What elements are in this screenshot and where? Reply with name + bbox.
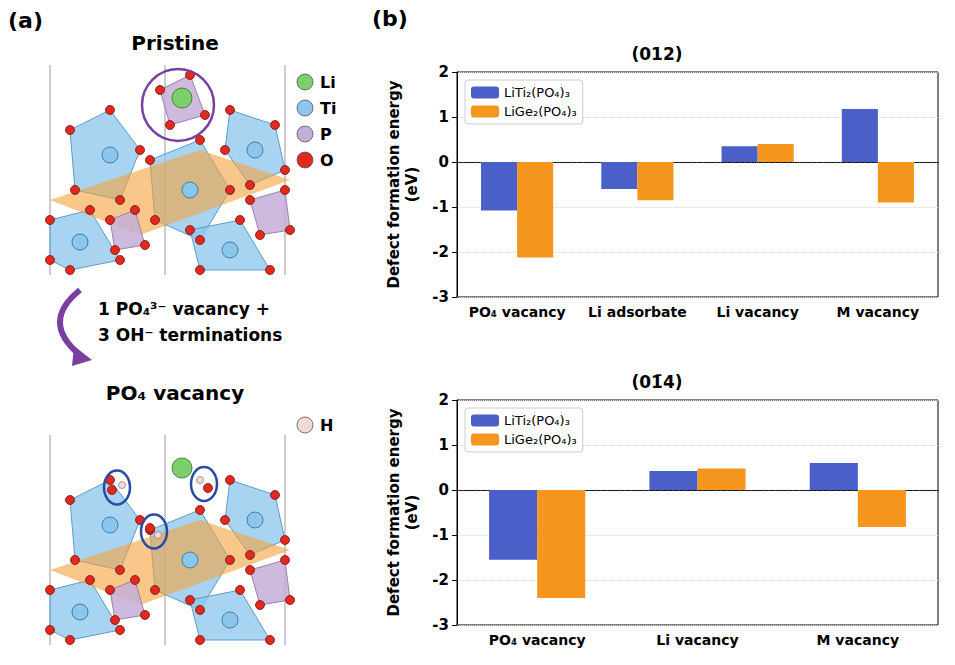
svg-text:O: O: [320, 151, 334, 170]
svg-text:2: 2: [439, 391, 449, 409]
svg-text:0: 0: [439, 153, 449, 171]
svg-text:M vacancy: M vacancy: [817, 632, 900, 648]
svg-text:PO₄ vacancy: PO₄ vacancy: [469, 304, 566, 320]
svg-text:Defect formation energy: Defect formation energy: [385, 408, 403, 616]
svg-text:-2: -2: [432, 571, 449, 589]
svg-text:(012): (012): [631, 44, 682, 64]
svg-text:Li vacancy: Li vacancy: [716, 304, 798, 320]
svg-text:(eV): (eV): [403, 167, 421, 203]
svg-text:(eV): (eV): [403, 495, 421, 531]
svg-text:-2: -2: [432, 243, 449, 261]
svg-text:3 OH⁻ terminations: 3 OH⁻ terminations: [98, 325, 282, 345]
svg-text:(01̄4): (01̄4): [631, 372, 682, 392]
svg-text:Li: Li: [320, 73, 336, 92]
svg-text:1 PO₄³⁻ vacancy +: 1 PO₄³⁻ vacancy +: [98, 299, 270, 319]
svg-text:2: 2: [439, 63, 449, 81]
svg-text:1: 1: [439, 436, 449, 454]
svg-text:Pristine: Pristine: [131, 31, 219, 55]
svg-text:Defect formation energy: Defect formation energy: [385, 80, 403, 288]
svg-text:1: 1: [439, 108, 449, 126]
svg-text:-3: -3: [432, 288, 449, 306]
svg-text:-1: -1: [432, 198, 449, 216]
svg-text:LiTi₂(PO₄)₃: LiTi₂(PO₄)₃: [504, 85, 570, 100]
svg-text:M vacancy: M vacancy: [837, 304, 920, 320]
svg-text:Ti: Ti: [320, 99, 336, 118]
svg-text:PO₄ vacancy: PO₄ vacancy: [489, 632, 586, 648]
svg-text:(a): (a): [8, 8, 43, 33]
svg-text:H: H: [320, 416, 333, 435]
svg-text:-1: -1: [432, 526, 449, 544]
html-text:(b): (b): [372, 6, 408, 31]
svg-text:PO₄ vacancy: PO₄ vacancy: [106, 381, 244, 405]
svg-text:LiGe₂(PO₄)₃: LiGe₂(PO₄)₃: [504, 432, 577, 447]
svg-text:Li vacancy: Li vacancy: [656, 632, 738, 648]
svg-text:-3: -3: [432, 616, 449, 634]
svg-text:0: 0: [439, 481, 449, 499]
svg-text:LiTi₂(PO₄)₃: LiTi₂(PO₄)₃: [504, 413, 570, 428]
svg-text:P: P: [320, 125, 332, 144]
svg-text:LiGe₂(PO₄)₃: LiGe₂(PO₄)₃: [504, 104, 577, 119]
svg-text:Li adsorbate: Li adsorbate: [588, 304, 687, 320]
